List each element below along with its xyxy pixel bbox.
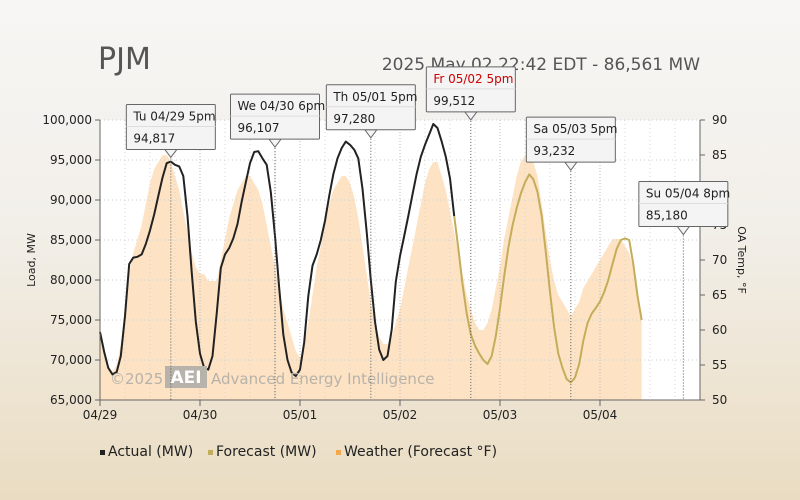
legend-swatch bbox=[208, 450, 213, 455]
actual-line bbox=[99, 123, 456, 377]
y-tick-label: 90,000 bbox=[50, 193, 92, 207]
callout-value: 93,232 bbox=[533, 144, 575, 158]
aei-logo: AEI bbox=[170, 368, 201, 388]
y-tick-label: 100,000 bbox=[42, 113, 92, 127]
callout-label: Su 05/04 8pm bbox=[646, 187, 730, 201]
callout-label: Fr 05/02 5pm bbox=[433, 72, 513, 86]
region-title: PJM bbox=[98, 42, 151, 77]
legend-item: Actual (MW) bbox=[100, 444, 193, 460]
aei-logo-box bbox=[165, 366, 207, 388]
x-tick-label: 05/04 bbox=[583, 408, 618, 422]
temperature-area-layer bbox=[100, 155, 642, 400]
watermark-company: Advanced Energy Intelligence bbox=[211, 370, 434, 388]
x-tick-label: 05/01 bbox=[283, 408, 318, 422]
watermark: ©2025 AEI Advanced Energy Intelligence bbox=[110, 366, 434, 388]
peak-callout: Sa 05/03 5pm 93,232 bbox=[525, 116, 617, 400]
peak-callout: Fr 05/02 5pm 99,512 bbox=[425, 66, 516, 400]
y2-tick-label: 90 bbox=[712, 113, 727, 127]
watermark-year: ©2025 bbox=[110, 370, 163, 388]
legend-label: Weather (Forecast °F) bbox=[344, 444, 497, 460]
y2-tick-label: 85 bbox=[712, 148, 727, 162]
y-tick-label: 80,000 bbox=[50, 273, 92, 287]
y2-tick-label: 60 bbox=[712, 323, 727, 337]
callout-value: 85,180 bbox=[646, 209, 688, 223]
forecast-line bbox=[453, 173, 643, 384]
x-tick-label: 05/03 bbox=[483, 408, 518, 422]
legend: Actual (MW) Forecast (MW) Weather (Forecas… bbox=[100, 444, 497, 460]
y-tick-label: 95,000 bbox=[50, 153, 92, 167]
legend-item: Forecast (MW) bbox=[208, 444, 317, 460]
callout-label: Th 05/01 5pm bbox=[332, 90, 417, 104]
callout-label: Sa 05/03 5pm bbox=[533, 122, 617, 136]
callout-value: 96,107 bbox=[238, 121, 280, 135]
callout-value: 97,280 bbox=[333, 112, 375, 126]
legend-label: Actual (MW) bbox=[108, 444, 193, 460]
callout-label: Tu 04/29 5pm bbox=[132, 109, 215, 123]
temperature-area bbox=[100, 155, 642, 400]
y2-tick-label: 55 bbox=[712, 358, 727, 372]
legend-swatch bbox=[100, 450, 105, 455]
y-tick-label: 85,000 bbox=[50, 233, 92, 247]
y-tick-label: 65,000 bbox=[50, 393, 92, 407]
peak-callout: Th 05/01 5pm 97,280 bbox=[325, 84, 417, 400]
x-tick-label: 04/30 bbox=[183, 408, 218, 422]
axes-layer: 65,000 70,000 75,000 80,000 85,000 90,000 95,0… bbox=[42, 113, 727, 422]
callout-label: We 04/30 6pm bbox=[238, 99, 326, 113]
peak-callout: We 04/30 6pm 96,107 bbox=[230, 93, 326, 400]
peak-callout: Tu 04/29 5pm 94,817 bbox=[125, 103, 216, 400]
y2-tick-label: 50 bbox=[712, 393, 727, 407]
peak-callout: Su 05/04 8pm 85,180 bbox=[638, 181, 730, 400]
y2-axis-title: OA Temp, °F bbox=[735, 226, 748, 294]
callout-pointer bbox=[463, 111, 478, 121]
peak-callouts: Tu 04/29 5pm 94,817 We 04/30 6pm 96,107 Th 0… bbox=[125, 66, 730, 400]
y2-tick-label: 70 bbox=[712, 253, 727, 267]
callout-value: 99,512 bbox=[433, 94, 475, 108]
y2-tick-label: 65 bbox=[712, 288, 727, 302]
x-tick-label: 05/02 bbox=[383, 408, 418, 422]
y-tick-label: 70,000 bbox=[50, 353, 92, 367]
x-tick-label: 04/29 bbox=[83, 408, 118, 422]
y-tick-label: 75,000 bbox=[50, 313, 92, 327]
load-lines-layer bbox=[99, 123, 643, 384]
legend-swatch bbox=[336, 450, 341, 455]
callout-value: 94,817 bbox=[133, 131, 175, 145]
legend-item: Weather (Forecast °F) bbox=[336, 444, 497, 460]
y-axis-title: Load, MW bbox=[25, 233, 38, 287]
legend-label: Forecast (MW) bbox=[216, 444, 317, 460]
